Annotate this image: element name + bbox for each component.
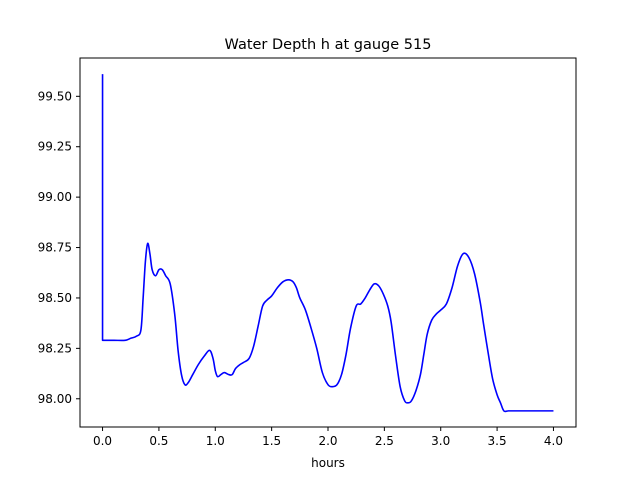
plot-line-layer [101,74,554,413]
y-tick-label: 98.00 [38,392,72,406]
plot-frame [79,57,577,428]
x-tick-label: 1.0 [206,434,225,448]
y-tick-label: 98.75 [38,241,72,255]
x-tick-label: 3.5 [488,434,507,448]
chart-title: Water Depth h at gauge 515 [225,37,432,53]
y-tick-label: 98.25 [38,341,72,355]
y-tick-label: 99.50 [38,89,72,103]
x-axis-label: hours [311,456,345,470]
y-tick-label: 99.00 [38,190,72,204]
x-tick-label: 1.5 [262,434,281,448]
y-tick-label: 98.50 [38,291,72,305]
x-tick-label: 4.0 [544,434,563,448]
x-tick-label: 2.0 [318,434,337,448]
x-tick-label: 2.5 [375,434,394,448]
y-tick-label: 99.25 [38,140,72,154]
water-depth-series-line [101,74,554,413]
y-axis: 98.00 98.25 98.50 98.75 99.00 99.25 99.50 [38,89,80,406]
x-tick-label: 3.0 [431,434,450,448]
x-tick-label: 0.0 [93,434,112,448]
x-axis: 0.0 0.5 1.0 1.5 2.0 2.5 3.0 3.5 4.0 [93,427,563,448]
x-tick-label: 0.5 [149,434,168,448]
